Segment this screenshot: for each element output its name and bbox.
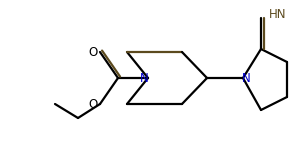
Text: N: N: [241, 72, 250, 85]
Text: N: N: [140, 72, 148, 85]
Text: HN: HN: [269, 8, 287, 21]
Text: O: O: [88, 98, 98, 111]
Text: O: O: [88, 45, 98, 58]
